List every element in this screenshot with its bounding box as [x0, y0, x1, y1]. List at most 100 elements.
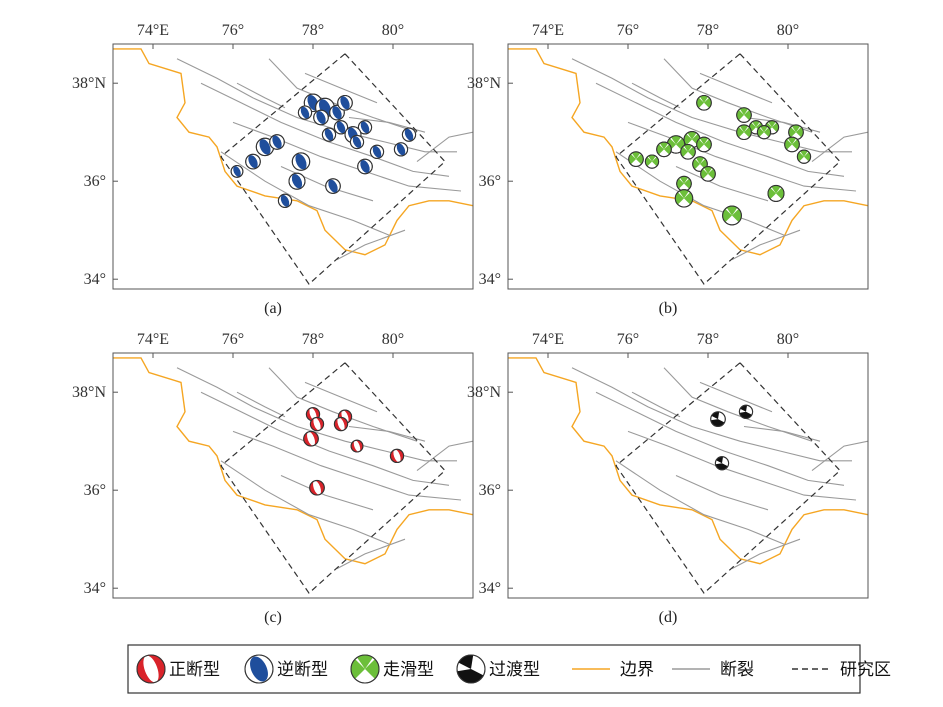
fault-line	[304, 381, 378, 413]
x-tick-label: 74°E	[532, 22, 564, 39]
x-tick-label: 78°	[302, 331, 324, 348]
x-tick-label: 80°	[777, 331, 799, 348]
legend-item: 正断型	[136, 654, 220, 684]
y-tick-label: 36°	[479, 482, 501, 499]
map-frame	[507, 43, 869, 290]
legend-item: 逆断型	[244, 654, 328, 684]
panel-caption: (c)	[264, 609, 282, 626]
focal-mechanism-beachball	[784, 136, 800, 153]
legend-label: 正断型	[169, 660, 220, 680]
boundary-line	[508, 48, 868, 256]
legend-item: 走滑型	[350, 654, 434, 684]
focal-mechanism-beachball	[676, 175, 692, 192]
fault-line	[743, 425, 821, 442]
boundary-line	[113, 48, 473, 256]
x-tick-label: 76°	[617, 22, 639, 39]
y-tick-label: 38°N	[467, 75, 501, 92]
focal-mechanism-beachball	[393, 142, 409, 157]
fault-line	[663, 58, 813, 133]
fault-line	[811, 440, 868, 472]
map-panel: 74°E 76° 78° 80° 38°N 36° 34° (c)	[72, 331, 474, 626]
x-tick-label: 76°	[222, 331, 244, 348]
legend-beachball-icon	[350, 654, 380, 684]
legend-item: 研究区	[792, 660, 891, 680]
x-tick-label: 80°	[382, 22, 404, 39]
focal-mechanism-beachball	[692, 156, 708, 172]
fault-line	[743, 116, 821, 133]
focal-mechanism-beachball	[309, 416, 325, 432]
focal-mechanism-beachball	[788, 124, 804, 141]
focal-mechanism-beachball	[767, 184, 785, 202]
boundary-line	[508, 357, 868, 565]
focal-mechanism-beachball	[333, 120, 349, 135]
x-tick-label: 78°	[697, 22, 719, 39]
fault-line	[615, 151, 785, 236]
fault-line	[200, 82, 450, 177]
legend-label: 断裂	[720, 660, 754, 680]
focal-mechanism-beachball	[277, 193, 293, 208]
fault-line	[176, 367, 457, 462]
legend: 正断型 逆断型 走滑型 过渡型 边界 断裂 研究区	[127, 644, 891, 694]
focal-mechanism-beachball	[245, 153, 261, 170]
focal-mechanism-beachball	[696, 94, 712, 111]
map-panel: 74°E 76° 78° 80° 38°N 36° 34° (d)	[467, 331, 869, 626]
focal-mechanism-beachball	[710, 411, 726, 428]
legend-label: 逆断型	[277, 660, 328, 680]
focal-mechanism-beachball	[303, 430, 319, 447]
focal-mechanism-beachball	[333, 416, 349, 432]
x-tick-label: 78°	[697, 331, 719, 348]
fault-line	[699, 381, 773, 413]
focal-mechanism-beachball	[696, 136, 712, 153]
focal-mechanism-beachball	[337, 94, 353, 111]
fault-line	[200, 391, 450, 486]
focal-mechanism-beachball	[700, 166, 716, 182]
fault-line	[675, 474, 769, 511]
x-tick-label: 74°E	[532, 331, 564, 348]
boundary-line	[113, 357, 473, 565]
fault-line	[595, 391, 845, 486]
focal-mechanism-beachball	[401, 127, 417, 142]
fault-line	[280, 474, 374, 511]
panel-caption: (b)	[659, 300, 678, 317]
focal-mechanism-beachball	[288, 172, 306, 190]
y-tick-label: 36°	[84, 482, 106, 499]
fault-line	[416, 131, 473, 163]
focal-mechanism-beachball	[722, 205, 742, 226]
y-tick-label: 38°N	[467, 384, 501, 401]
y-tick-label: 36°	[84, 173, 106, 190]
focal-mechanism-beachball	[269, 134, 285, 150]
map-frame	[507, 352, 869, 599]
fault-line	[811, 131, 868, 163]
x-tick-label: 78°	[302, 22, 324, 39]
x-tick-label: 80°	[382, 331, 404, 348]
focal-mechanism-beachball	[736, 124, 752, 141]
x-tick-label: 76°	[617, 331, 639, 348]
y-tick-label: 34°	[479, 580, 501, 597]
focal-mechanism-beachball	[291, 152, 311, 171]
focal-mechanism-beachball	[329, 104, 345, 121]
study-area-outline	[220, 53, 446, 286]
map-frame	[112, 352, 474, 599]
focal-mechanism-beachball	[230, 164, 244, 178]
fault-line	[336, 538, 406, 570]
fault-line	[699, 72, 773, 104]
panel-caption: (d)	[659, 609, 678, 626]
focal-mechanism-beachball	[736, 107, 752, 123]
focal-mechanism-beachball	[350, 439, 364, 453]
y-tick-label: 34°	[479, 271, 501, 288]
focal-mechanism-beachball	[357, 120, 373, 135]
y-tick-label: 36°	[479, 173, 501, 190]
y-tick-label: 34°	[84, 580, 106, 597]
fault-line	[336, 229, 406, 261]
legend-label: 过渡型	[489, 660, 540, 680]
map-frame	[112, 43, 474, 290]
map-panel: 74°E 76° 78° 80° 38°N 36° 34° (a)	[72, 22, 474, 317]
focal-mechanism-beachball	[680, 143, 696, 160]
x-tick-label: 74°E	[137, 22, 169, 39]
focal-mechanism-beachball	[349, 134, 365, 150]
legend-item: 边界	[572, 660, 654, 680]
fault-line	[236, 82, 286, 109]
fault-line	[236, 391, 286, 418]
focal-mechanism-beachball	[369, 144, 385, 159]
